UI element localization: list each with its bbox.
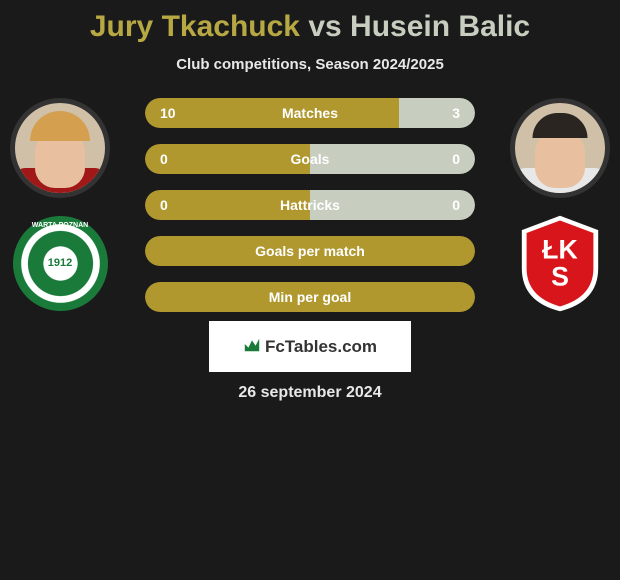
stat-label: Goals (145, 144, 475, 174)
stat-value-left: 0 (160, 144, 168, 174)
stat-bar: Goals0 0 (145, 144, 475, 174)
club1-logo: WARTA POZNAN 1912 (10, 213, 110, 313)
date-text: 26 september 2024 (238, 384, 381, 402)
title-player2: Husein Balic (350, 10, 530, 43)
stats-area: WARTA POZNAN 1912 Matches103Goals00Hattr… (0, 98, 620, 313)
stat-bar: Goals per match (145, 236, 475, 266)
brand-icon (243, 335, 261, 358)
club1-name: WARTA POZNAN (32, 222, 88, 229)
brand-box: FcTables.com (209, 321, 411, 372)
svg-text:ŁK: ŁK (542, 234, 578, 264)
player1-avatar (10, 98, 110, 198)
player2-avatar (510, 98, 610, 198)
stats-column: Matches103Goals00Hattricks00Goals per ma… (110, 98, 510, 312)
brand-text: FcTables.com (265, 337, 377, 357)
right-column: ŁK S (510, 98, 620, 313)
page-title: Jury Tkachuck vs Husein Balic (0, 10, 620, 44)
stat-label: Hattricks (145, 190, 475, 220)
stat-label: Goals per match (145, 236, 475, 266)
subtitle: Club competitions, Season 2024/2025 (0, 56, 620, 73)
stat-bar: Hattricks0 0 (145, 190, 475, 220)
title-vs: vs (308, 10, 341, 43)
title-player1: Jury Tkachuck (90, 10, 300, 43)
club1-year: 1912 (48, 257, 72, 269)
stat-value-left: 10 (160, 98, 176, 128)
stat-bar: Min per goal (145, 282, 475, 312)
stat-label: Matches (145, 98, 475, 128)
comparison-card: Jury Tkachuck vs Husein Balic Club compe… (0, 0, 620, 412)
stat-bar: Matches10 3 (145, 98, 475, 128)
stat-value-right: 0 (452, 144, 460, 174)
stat-value-left: 0 (160, 190, 168, 220)
left-column: WARTA POZNAN 1912 (0, 98, 110, 313)
stat-label: Min per goal (145, 282, 475, 312)
stat-value-right: 0 (452, 190, 460, 220)
stat-value-right: 3 (452, 98, 460, 128)
club2-logo: ŁK S (510, 213, 610, 313)
svg-text:S: S (551, 261, 569, 291)
